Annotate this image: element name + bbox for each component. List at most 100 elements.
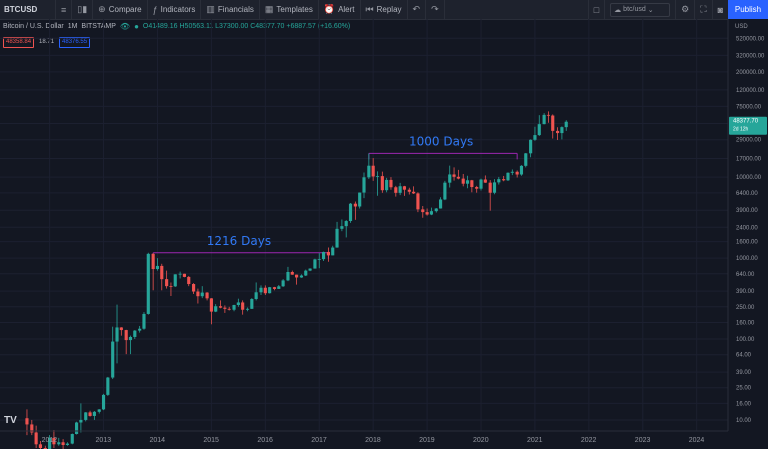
chart-grid (0, 19, 728, 431)
time-tick-label: 2015 (203, 437, 219, 444)
publish-button[interactable]: Publish (728, 0, 768, 19)
candle-body (506, 172, 510, 181)
layout-toggle-button[interactable]: □ (587, 0, 604, 19)
candle-body (101, 394, 106, 410)
current-price-marker: 48377.70 2d 12h (729, 116, 767, 135)
candle-body (461, 178, 465, 184)
financials-button[interactable]: ▥ Financials (201, 0, 260, 19)
range-label: 1216 Days (207, 234, 271, 248)
price-axis: 520000.00 320000.00 200000.00 120000.00 7500… (736, 36, 765, 424)
time-tick-label: 2018 (365, 437, 381, 444)
candle-body (331, 247, 335, 256)
series-legend: Bitcoin / U.S. Dollar 1M BITSTAMP 👁 ● O4… (3, 22, 350, 31)
candle-body (321, 251, 326, 260)
financials-label: Financials (217, 5, 254, 14)
candle-body (551, 115, 555, 131)
candle-body (358, 192, 362, 207)
range-labels: 1216 Days 1000 Days (207, 134, 474, 247)
buy-button[interactable]: 48376.55 (59, 37, 91, 48)
eye-icon[interactable]: 👁 (119, 22, 131, 31)
candle-body (416, 193, 420, 210)
candle-body (128, 336, 133, 341)
top-toolbar: BTCUSD ≡ ▯▮ ⊕ Compare ƒ Indicators ▥ Financ… (0, 0, 768, 20)
layout-name-button[interactable]: ☁ btc/usd ⌄ (604, 0, 675, 19)
alert-label: Alert (338, 5, 355, 14)
snapshot-button[interactable]: ◙ (711, 0, 728, 19)
interval-button[interactable]: ≡ (56, 0, 73, 19)
current-price-label: 48377.70 (733, 119, 759, 125)
candle-body (142, 313, 146, 329)
price-tick-label: 3900.00 (736, 208, 758, 214)
legend-title: Bitcoin / U.S. Dollar (3, 23, 64, 30)
settings-button[interactable]: ⚙ (675, 0, 694, 19)
bar-style-button[interactable]: ▯▮ (72, 0, 94, 19)
price-tick-label: 75000.00 (736, 104, 762, 110)
square-icon: □ (593, 4, 600, 15)
fullscreen-icon: ⛶ (700, 4, 707, 14)
time-tick-label: 2024 (689, 437, 705, 444)
candle-body (236, 302, 240, 306)
financials-icon: ▥ (206, 4, 215, 14)
candle-body (299, 275, 304, 278)
chevron-down-icon: ⌄ (647, 6, 654, 14)
candle-body (30, 424, 34, 433)
price-chart[interactable]: 520000.00 320000.00 200000.00 120000.00 7500… (0, 19, 768, 449)
symbol-search-button[interactable]: BTCUSD (0, 0, 56, 19)
time-tick-label: 2017 (311, 437, 327, 444)
candle-body (389, 179, 393, 188)
candle-body (546, 114, 550, 116)
candle-body (34, 432, 38, 445)
templates-button[interactable]: ▦ Templates (260, 0, 319, 19)
candle-body (57, 442, 61, 445)
candle-body (560, 127, 564, 134)
redo-button[interactable]: ↷ (426, 0, 445, 19)
candle-body (402, 186, 407, 190)
menu-icon: ≡ (61, 4, 67, 15)
price-tick-label: 320000.00 (736, 53, 765, 59)
sell-button[interactable]: 48358.84 (3, 37, 35, 48)
time-axis: 2012 2013 2014 2015 2016 2017 2018 2019 2020 2021… (42, 437, 705, 444)
price-tick-label: 10.00 (736, 418, 752, 424)
candle-body (214, 306, 218, 312)
candle-body (146, 253, 150, 314)
candle-body (165, 279, 169, 287)
compare-label: Compare (108, 5, 142, 14)
candlestick-series (25, 111, 568, 449)
price-tick-label: 1000.00 (736, 256, 758, 262)
price-tick-label: 640.00 (736, 272, 755, 278)
price-tick-label: 160.00 (736, 320, 755, 326)
price-tick-label: 1600.00 (736, 240, 758, 246)
indicators-button[interactable]: ƒ Indicators (148, 0, 202, 19)
candle-body (448, 174, 452, 183)
alert-button[interactable]: ⏰ Alert (319, 0, 361, 19)
candle-body (209, 298, 213, 312)
candle-body (492, 182, 497, 193)
templates-icon: ▦ (264, 4, 274, 14)
time-tick-label: 2021 (527, 437, 543, 444)
time-tick-label: 2012 (42, 437, 58, 444)
compare-button[interactable]: ⊕ Compare (93, 0, 148, 19)
candle-body (160, 265, 164, 280)
candle-body (488, 182, 492, 193)
layout-name-text: btc/usd (623, 6, 646, 13)
candle-body (313, 259, 317, 269)
candle-body (340, 226, 344, 229)
tradingview-logo-icon: TV (4, 415, 17, 426)
undo-button[interactable]: ↶ (408, 0, 427, 19)
plus-circle-icon: ⊕ (98, 4, 106, 14)
candle-body (268, 287, 272, 294)
time-tick-label: 2023 (635, 437, 651, 444)
replay-button[interactable]: ⏮ Replay (361, 0, 408, 19)
candle-body (304, 270, 308, 276)
time-tick-label: 2020 (473, 437, 489, 444)
candle-body (65, 443, 69, 446)
legend-ohlc: O41489.16 H50563.11 L37300.00 C48377.70 … (142, 23, 351, 30)
candle-body (497, 179, 501, 183)
candle-body (124, 330, 128, 341)
price-tick-label: 39.00 (736, 370, 752, 376)
candle-body (479, 179, 483, 189)
candle-body (425, 212, 429, 215)
fullscreen-button[interactable]: ⛶ (694, 0, 711, 19)
replay-label: Replay (376, 5, 402, 14)
redo-icon: ↷ (431, 4, 439, 14)
